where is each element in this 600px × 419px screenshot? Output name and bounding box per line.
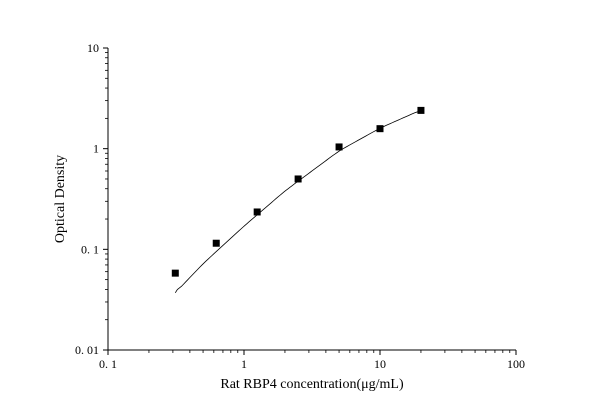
y-tick-label: 10 [87,41,99,55]
x-tick-label: 100 [507,357,525,371]
data-point [171,269,179,277]
y-tick-label: 0. 1 [81,242,99,256]
x-tick-label: 0. 1 [99,357,117,371]
data-points [171,106,425,277]
y-axis-title: Optical Density [53,155,68,243]
data-point [335,143,343,151]
y-tick-label: 1 [93,142,99,156]
y-tick-label: 0. 01 [75,343,99,357]
x-tick-label: 10 [374,357,386,371]
data-point [417,106,425,114]
x-axis-title: Rat RBP4 concentration(μg/mL) [220,377,404,392]
x-tick-label: 1 [241,357,247,371]
fit-curve [174,109,422,294]
x-axis-ticks: 0. 1 1 10 100 [99,350,525,371]
data-point [212,239,220,247]
data-point [294,175,302,183]
data-point [376,125,384,133]
data-point [253,208,261,216]
plot-frame [107,48,516,351]
y-axis-ticks: 0. 01 0. 1 1 10 [75,41,108,357]
